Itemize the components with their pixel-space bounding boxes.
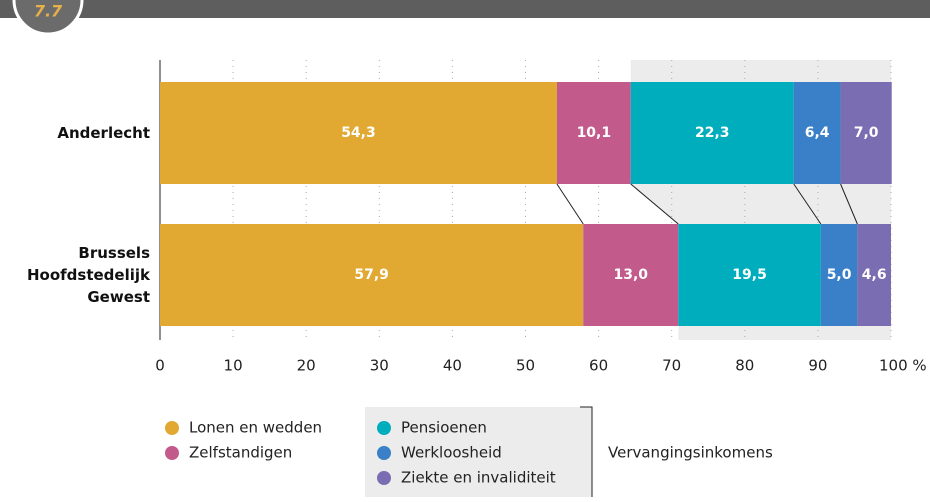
x-tick-label: 30 xyxy=(370,357,389,375)
value-label: 54,3 xyxy=(341,125,376,141)
bar-segment xyxy=(678,224,821,326)
legend-marker xyxy=(165,421,179,435)
value-label: 5,0 xyxy=(827,267,852,283)
connector xyxy=(793,183,822,225)
value-label: 10,1 xyxy=(577,125,612,141)
legend-marker xyxy=(377,471,391,485)
badge-circle xyxy=(12,0,84,36)
value-label: 19,5 xyxy=(732,267,767,283)
legend-group-box xyxy=(365,407,592,497)
bar-segment xyxy=(556,82,631,184)
x-tick-label: 90 xyxy=(808,357,827,375)
legend-label: Lonen en wedden xyxy=(189,419,322,437)
legend-bracket xyxy=(580,406,593,497)
x-tick-label: 70 xyxy=(662,357,681,375)
x-tick-label: 50 xyxy=(516,357,535,375)
x-tick-label: 40 xyxy=(443,357,462,375)
legend-label: Ziekte en invaliditeit xyxy=(401,469,556,487)
bar-segment xyxy=(160,224,584,326)
bar-segment xyxy=(840,82,892,184)
category-label: Anderlecht xyxy=(57,124,150,142)
bar-segment xyxy=(160,82,557,184)
legend-label: Zelfstandigen xyxy=(189,444,292,462)
connector xyxy=(630,183,679,225)
bar-segment xyxy=(820,224,858,326)
legend-marker xyxy=(377,446,391,460)
header-band xyxy=(0,0,930,18)
x-tick-label: 0 xyxy=(155,357,165,375)
x-tick-label: 100 % xyxy=(879,357,927,375)
connector xyxy=(556,183,584,225)
bar-segment xyxy=(583,224,679,326)
value-label: 13,0 xyxy=(613,267,648,283)
x-tick-label: 20 xyxy=(297,357,316,375)
value-label: 6,4 xyxy=(805,125,830,141)
legend-marker xyxy=(165,446,179,460)
bar-segment xyxy=(630,82,794,184)
badge: 7.7 xyxy=(34,2,63,21)
value-label: 22,3 xyxy=(695,125,730,141)
legend-group-label: Vervangingsinkomens xyxy=(608,444,773,462)
connector xyxy=(840,183,858,225)
value-label: 7,0 xyxy=(854,125,879,141)
value-label: 4,6 xyxy=(862,267,887,283)
category-label: Brussels Hoofdstedelijk Gewest xyxy=(26,244,150,306)
legend-label: Pensioenen xyxy=(401,419,487,437)
x-tick-label: 10 xyxy=(224,357,243,375)
bar-segment xyxy=(793,82,841,184)
legend-label: Werkloosheid xyxy=(401,444,502,462)
x-tick-label: 80 xyxy=(735,357,754,375)
value-label: 57,9 xyxy=(354,267,389,283)
bar-segment xyxy=(857,224,891,326)
x-tick-label: 60 xyxy=(589,357,608,375)
legend-marker xyxy=(377,421,391,435)
